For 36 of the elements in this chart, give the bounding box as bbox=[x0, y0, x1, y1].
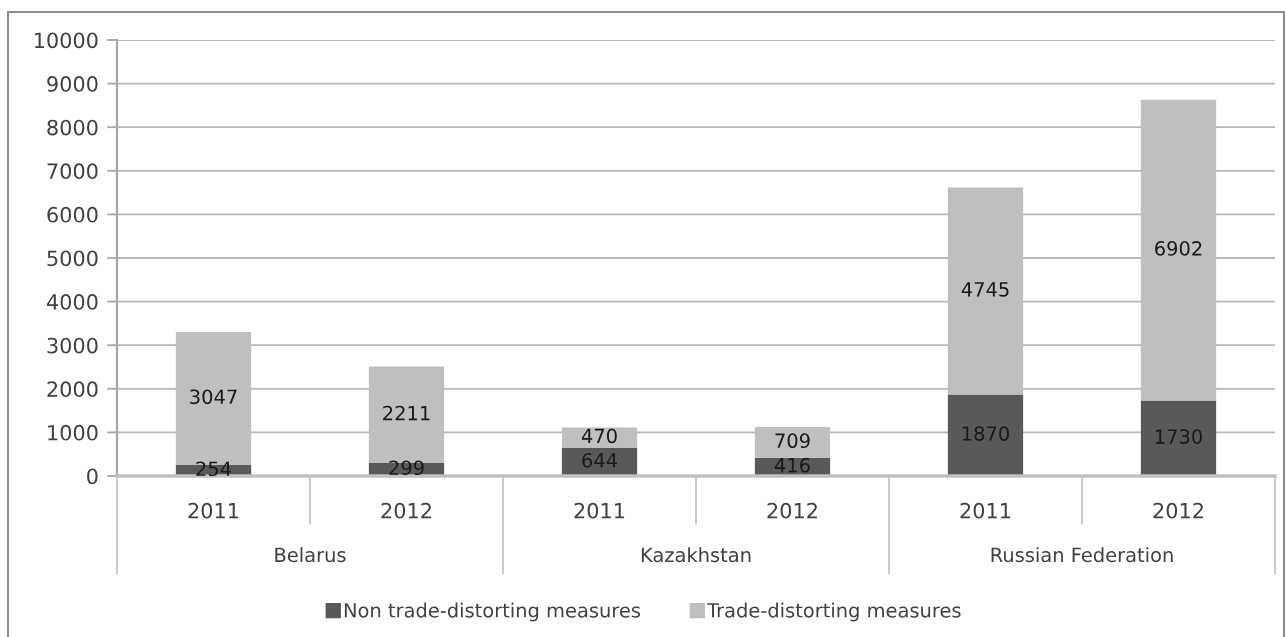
legend-label: Trade-distorting measures bbox=[707, 602, 961, 622]
text: Russian Federation bbox=[991, 547, 1173, 563]
y-tick-label: 5000 bbox=[47, 250, 98, 267]
y-tick-label: 6000 bbox=[47, 206, 98, 223]
y-tick-label: 0 bbox=[87, 468, 98, 485]
data-label: 299 bbox=[389, 460, 424, 476]
data-label: 709 bbox=[775, 433, 810, 449]
x-tick-label: 2012 bbox=[381, 502, 431, 519]
data-label: 3047 bbox=[190, 389, 237, 405]
x-tick-label: 2012 bbox=[767, 502, 817, 519]
y-tick-label: 9000 bbox=[47, 76, 98, 92]
y-tick-label: 4000 bbox=[46, 294, 98, 310]
y-tick-label: 7000 bbox=[47, 163, 98, 180]
data-label: 1730 bbox=[1155, 429, 1202, 444]
bar bbox=[947, 394, 1024, 476]
legend-label: Non trade-distorting measures bbox=[344, 602, 641, 622]
x-tick-label: 2011 bbox=[960, 502, 1011, 519]
text: Kazakhstan bbox=[641, 547, 751, 563]
y-tick-label: 3000 bbox=[47, 337, 98, 354]
y-tick-label: 2000 bbox=[47, 381, 98, 398]
data-label: 1870 bbox=[962, 426, 1009, 441]
data-label: 2211 bbox=[383, 405, 430, 421]
data-label: 416 bbox=[774, 457, 810, 473]
y-tick-label: 10000 bbox=[34, 32, 98, 49]
text: Belarus bbox=[275, 547, 346, 563]
data-label: 254 bbox=[196, 461, 231, 477]
y-tick-label: 8000 bbox=[47, 119, 98, 136]
data-label: 644 bbox=[582, 452, 617, 468]
data-label: 6902 bbox=[1155, 241, 1202, 256]
x-tick-label: 2011 bbox=[188, 502, 239, 519]
bar bbox=[1140, 400, 1217, 476]
data-label: 470 bbox=[581, 428, 617, 444]
y-tick-label: 1000 bbox=[48, 424, 98, 441]
data-label: 4745 bbox=[961, 282, 1009, 297]
x-tick-label: 2012 bbox=[1153, 502, 1203, 519]
x-tick-label: 2011 bbox=[574, 502, 625, 519]
